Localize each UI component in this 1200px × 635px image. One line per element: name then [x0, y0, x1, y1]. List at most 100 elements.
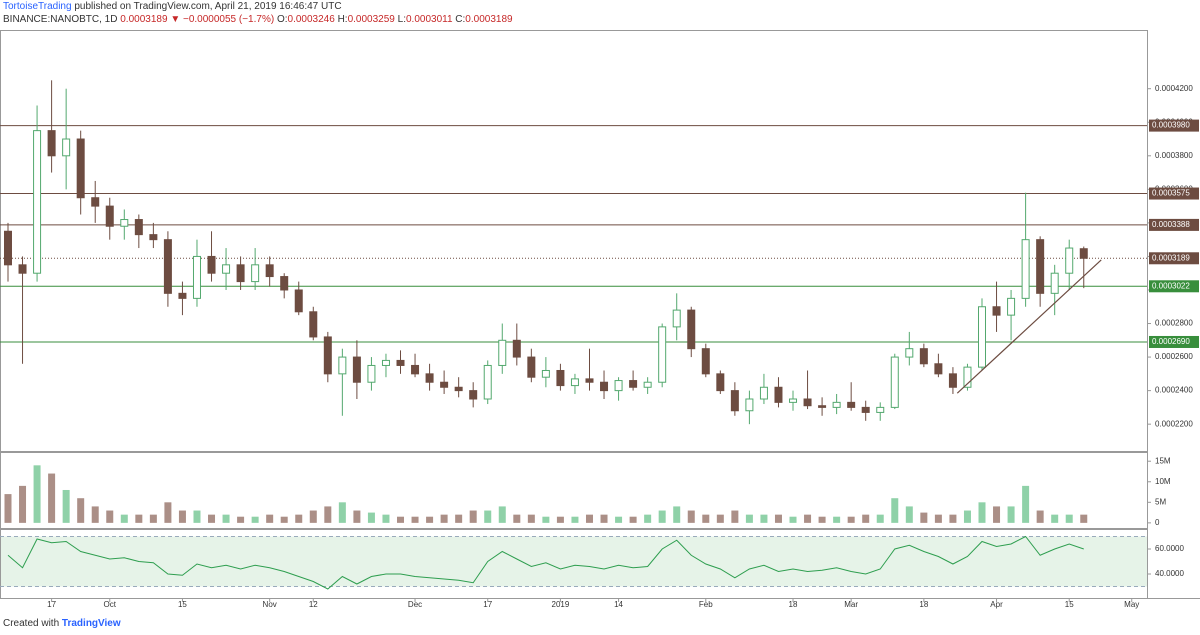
candle-body — [367, 364, 376, 383]
quote: O:0.0003246 H:0.0003259 L:0.0003011 C:0.… — [277, 14, 513, 25]
quote-key: C: — [455, 14, 466, 25]
x-tick-label: 18 — [789, 600, 798, 609]
volume-bar — [571, 516, 579, 523]
candle-body — [440, 381, 449, 388]
volume-bar — [193, 510, 201, 523]
footer-brand[interactable]: TradingView — [61, 618, 121, 629]
volume-bar — [876, 514, 884, 523]
quote-value: 0.0003259 — [347, 14, 395, 25]
x-tick-label: Apr — [990, 600, 1003, 609]
candle-body — [832, 401, 841, 408]
volume-bar — [208, 514, 216, 523]
volume-bar — [949, 514, 957, 523]
level-tag — [1149, 218, 1199, 231]
volume-bar — [266, 514, 274, 523]
quote-value: 0.0003189 — [465, 14, 513, 25]
candle-body — [192, 255, 201, 299]
volume-bar — [324, 506, 332, 523]
x-tick-label: Dec — [408, 600, 422, 609]
candle-body — [76, 138, 85, 199]
candle-body — [323, 336, 332, 375]
volume-bar — [774, 514, 782, 523]
x-tick-label: 15 — [178, 600, 187, 609]
volume-bar — [658, 510, 666, 523]
level-tag — [1149, 280, 1199, 293]
candle-body — [948, 373, 957, 388]
candle-body — [62, 138, 71, 157]
candle-body — [352, 356, 361, 383]
candle-body — [774, 386, 783, 403]
candle-body — [251, 264, 260, 283]
volume-bar — [338, 502, 346, 523]
volume-bar — [745, 514, 753, 523]
candle-body — [280, 276, 289, 291]
candle-body — [483, 364, 492, 400]
volume-bar — [498, 506, 506, 523]
candle-body — [672, 309, 681, 328]
quote-key: L: — [397, 14, 406, 25]
footer-prefix: Created with — [3, 618, 60, 629]
volume-bar — [397, 516, 405, 523]
candle-body — [890, 356, 899, 408]
x-tick-label: 15 — [1065, 600, 1074, 609]
candle-body — [818, 405, 827, 408]
volume-bar — [367, 512, 375, 523]
volume-bar — [77, 498, 85, 523]
trendline — [956, 259, 1102, 394]
y-tick-label: 60.0000 — [1155, 544, 1184, 553]
volume-bar — [135, 514, 143, 523]
y-tick-label: 40.0000 — [1155, 569, 1184, 578]
candle-body — [905, 348, 914, 358]
candle-body — [978, 306, 987, 368]
volume-bar — [91, 506, 99, 523]
x-tick-label: 2019 — [552, 600, 570, 609]
y-tick-label: 0.0003800 — [1155, 151, 1193, 160]
candle-body — [512, 339, 521, 358]
volume-bar — [687, 510, 695, 523]
candle-body — [149, 234, 158, 241]
volume-bar — [33, 465, 41, 523]
volume-bar — [178, 510, 186, 523]
candle-body — [1036, 239, 1045, 294]
candle-body — [411, 364, 420, 375]
candle-body — [556, 369, 565, 387]
volume-bar — [62, 489, 70, 523]
y-tick-label: 0.0002200 — [1155, 419, 1193, 428]
level-label: 0.0003980 — [1152, 121, 1190, 130]
volume-bar — [542, 516, 550, 523]
volume-bar — [149, 514, 157, 523]
quote-key: H: — [337, 14, 348, 25]
level-label: 0.0003388 — [1152, 220, 1190, 229]
candle-body — [265, 264, 274, 278]
candle-body — [934, 363, 943, 375]
volume-bar — [804, 514, 812, 523]
candle-body — [1021, 239, 1030, 299]
volume-bar — [993, 506, 1001, 523]
volume-bar — [963, 510, 971, 523]
price-pane — [0, 30, 1148, 452]
candle-body — [541, 369, 550, 378]
y-tick-label: 0.0002800 — [1155, 319, 1193, 328]
volume-bar — [106, 510, 114, 523]
y-tick-label: 0.0002400 — [1155, 386, 1193, 395]
volume-bar — [600, 514, 608, 523]
candle-body — [876, 406, 885, 413]
candle-body — [381, 359, 390, 366]
volume-bar — [1007, 506, 1015, 523]
volume-bar — [556, 516, 564, 523]
candle-body — [701, 348, 710, 375]
rsi-band — [1, 536, 1147, 587]
x-tick-label: Mar — [844, 600, 858, 609]
volume-bar — [527, 514, 535, 523]
candle-body — [1079, 248, 1088, 259]
level-tag — [1149, 335, 1199, 348]
candle-body — [207, 255, 216, 274]
author[interactable]: TortoiseTrading — [3, 1, 72, 12]
x-tick-label: 17 — [483, 600, 492, 609]
candle-body — [861, 406, 870, 413]
volume-bar — [1022, 485, 1030, 523]
candle-body — [745, 398, 754, 412]
volume-bar — [891, 498, 899, 523]
volume-bar — [19, 485, 27, 523]
